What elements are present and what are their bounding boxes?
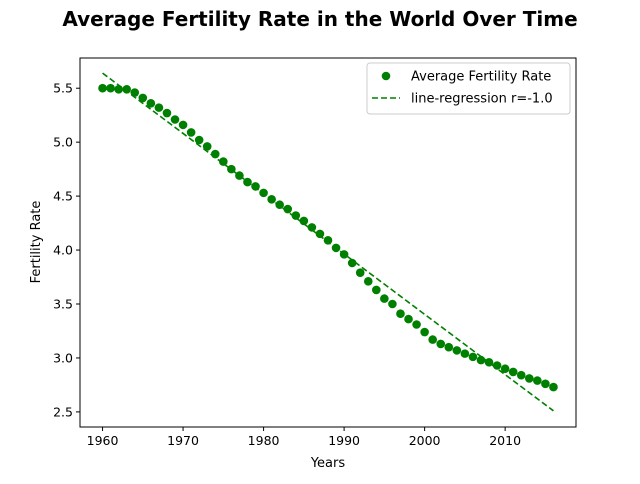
data-point-2011 xyxy=(508,367,518,377)
data-point-1982 xyxy=(275,200,284,210)
data-point-1992 xyxy=(355,268,365,278)
data-point-1988 xyxy=(323,236,333,245)
data-point-1971 xyxy=(186,128,196,137)
x-tick-label-1970: 1970 xyxy=(167,433,199,448)
data-point-1998 xyxy=(404,314,413,324)
y-tick-label-4: 4.0 xyxy=(53,243,73,258)
x-tick-label-2000: 2000 xyxy=(409,433,441,448)
data-point-1964 xyxy=(130,88,140,97)
data-point-1960 xyxy=(98,83,107,93)
y-tick-label-2.5: 2.5 xyxy=(53,404,73,419)
data-point-1965 xyxy=(138,93,148,103)
x-tick-label-1990: 1990 xyxy=(328,433,360,448)
data-point-2000 xyxy=(420,327,429,337)
data-point-1995 xyxy=(380,294,389,303)
data-point-1989 xyxy=(331,243,341,253)
data-point-1986 xyxy=(307,223,317,232)
data-point-2015 xyxy=(541,379,550,389)
data-point-1970 xyxy=(178,120,188,130)
axes-frame xyxy=(79,57,577,428)
data-point-1979 xyxy=(251,182,260,191)
x-tick-label-2010: 2010 xyxy=(489,433,521,448)
data-point-2004 xyxy=(452,346,462,355)
data-point-1981 xyxy=(267,195,276,204)
data-point-2005 xyxy=(460,349,470,358)
legend-marker-scatter xyxy=(381,71,391,81)
data-point-2008 xyxy=(484,357,494,367)
data-point-1976 xyxy=(227,164,236,174)
data-point-1997 xyxy=(396,309,405,319)
data-point-1974 xyxy=(210,149,220,159)
x-axis-label: Years xyxy=(310,456,346,471)
data-point-2012 xyxy=(516,370,526,380)
data-point-1978 xyxy=(243,177,252,187)
data-point-2001 xyxy=(428,335,437,344)
y-tick-label-3: 3.0 xyxy=(53,350,73,365)
y-tick-label-5.5: 5.5 xyxy=(53,81,73,96)
data-point-2013 xyxy=(524,374,534,383)
x-tick-label-1980: 1980 xyxy=(248,433,280,448)
y-tick-label-5: 5.0 xyxy=(53,135,73,150)
data-point-1969 xyxy=(170,115,180,124)
data-point-1996 xyxy=(388,299,397,309)
y-axis-label: Fertility Rate xyxy=(29,201,44,284)
data-point-1987 xyxy=(315,229,325,239)
data-point-1977 xyxy=(235,171,244,180)
data-point-2006 xyxy=(468,352,478,362)
legend-box xyxy=(366,62,571,115)
data-point-1968 xyxy=(162,108,172,118)
data-point-1962 xyxy=(114,84,123,94)
data-point-1963 xyxy=(122,84,132,94)
plot-area: 1960 1970 1980 1990 2000 2010 2.5 3.0 3.5 4.0 4.5 5… xyxy=(53,57,577,448)
legend-label-regression: line-regression r=-1.0 xyxy=(411,92,553,107)
data-point-2002 xyxy=(436,339,446,349)
data-point-2010 xyxy=(500,364,510,374)
data-point-2003 xyxy=(444,342,454,352)
data-point-1993 xyxy=(363,277,373,286)
legend-label-scatter: Average Fertility Rate xyxy=(411,70,551,85)
data-point-1973 xyxy=(202,142,212,151)
data-point-2009 xyxy=(492,361,502,370)
data-point-1985 xyxy=(299,216,309,226)
legend: Average Fertility Rate line-regression r=… xyxy=(366,62,571,115)
data-point-1980 xyxy=(259,188,268,198)
data-point-1961 xyxy=(106,83,115,93)
y-tick-label-4.5: 4.5 xyxy=(53,189,73,204)
data-point-1967 xyxy=(154,103,164,112)
data-point-1984 xyxy=(291,211,301,220)
data-point-1972 xyxy=(194,135,204,145)
data-point-1983 xyxy=(283,204,293,214)
data-point-1991 xyxy=(347,258,357,268)
x-tick-label-1960: 1960 xyxy=(87,433,119,448)
data-point-2007 xyxy=(476,355,486,365)
data-point-1966 xyxy=(146,99,156,108)
y-tick-label-3.5: 3.5 xyxy=(53,297,73,312)
data-point-1990 xyxy=(339,250,349,259)
data-point-1994 xyxy=(372,285,381,295)
data-point-2014 xyxy=(533,376,542,385)
data-point-2016 xyxy=(549,382,558,392)
data-point-1999 xyxy=(412,320,421,329)
chart-title: Average Fertility Rate in the World Over… xyxy=(62,7,577,31)
data-point-1975 xyxy=(219,157,228,166)
